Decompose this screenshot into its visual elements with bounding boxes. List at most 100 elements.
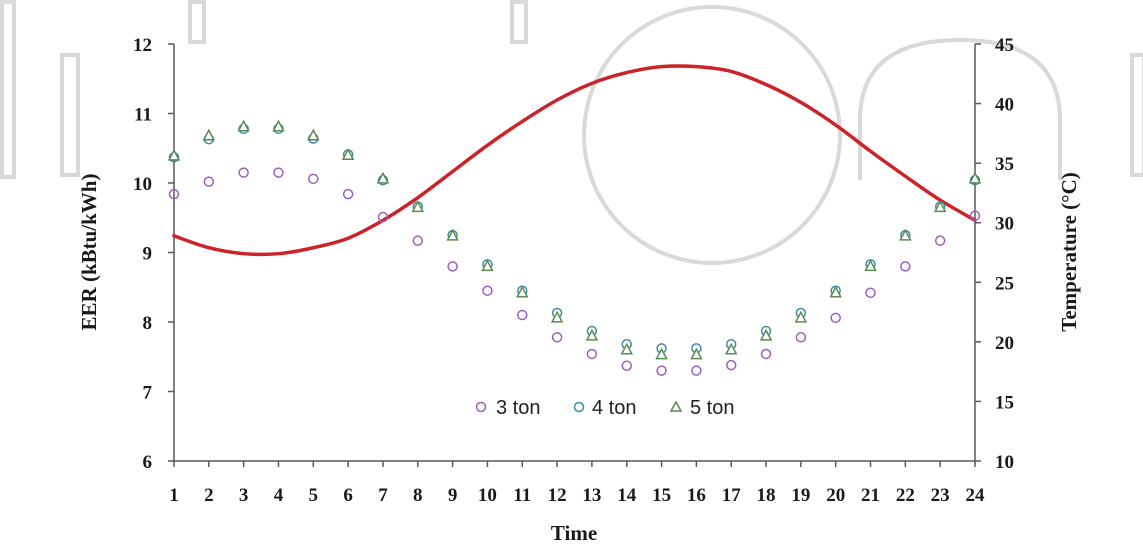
legend-marker-5-ton xyxy=(669,400,683,412)
point-5-ton xyxy=(446,228,459,241)
legend-label-4-ton: 4 ton xyxy=(592,397,636,419)
x-tick-label: 17 xyxy=(722,485,742,506)
x-tick-label: 12 xyxy=(548,485,567,506)
left-tick-label: 10 xyxy=(133,174,152,195)
left-tick-label: 6 xyxy=(143,452,153,473)
point-3-ton xyxy=(760,348,772,360)
point-5-ton xyxy=(481,259,494,272)
left-tick-label: 7 xyxy=(143,383,153,404)
point-3-ton xyxy=(934,235,946,246)
point-5-ton xyxy=(307,128,320,141)
point-3-ton xyxy=(551,332,563,343)
right-axis-ticks: 10 15 20 25 30 35 40 45 xyxy=(975,35,1014,473)
x-tick-label: 24 xyxy=(966,485,986,506)
x-tick-label: 4 xyxy=(274,485,284,506)
x-tick-label: 6 xyxy=(343,485,353,506)
point-5-ton xyxy=(341,148,355,160)
point-3-ton xyxy=(412,235,424,246)
point-3-ton xyxy=(238,167,249,178)
point-3-ton xyxy=(517,309,528,321)
legend-marker-4-ton xyxy=(573,401,585,413)
point-3-ton xyxy=(830,312,841,324)
point-3-ton xyxy=(865,287,876,299)
x-axis-title: Time xyxy=(551,521,597,545)
point-3-ton xyxy=(447,261,458,272)
point-3-ton xyxy=(656,365,667,376)
point-5-ton xyxy=(690,347,703,360)
point-5-ton xyxy=(829,285,842,298)
point-5-ton xyxy=(620,342,633,355)
x-tick-label: 22 xyxy=(896,485,915,506)
point-3-ton xyxy=(795,332,807,343)
x-tick-label: 1 xyxy=(169,485,179,506)
x-tick-label: 18 xyxy=(757,485,776,506)
x-tick-label: 23 xyxy=(931,485,950,506)
point-3-ton xyxy=(273,167,284,178)
point-5-ton xyxy=(899,228,912,241)
point-5-ton xyxy=(968,171,982,184)
point-3-ton xyxy=(586,348,598,360)
background-watermark xyxy=(0,0,1143,265)
x-tick-label: 15 xyxy=(652,485,671,506)
x-tick-label: 8 xyxy=(413,485,423,506)
right-tick-label: 30 xyxy=(995,214,1014,235)
point-3-ton xyxy=(621,360,632,372)
right-tick-label: 45 xyxy=(995,35,1014,56)
x-tick-label: 9 xyxy=(448,485,458,506)
y-axis-title: EER (kBtu/kWh) xyxy=(77,174,101,331)
point-5-ton xyxy=(272,119,285,132)
point-5-ton xyxy=(411,200,425,213)
x-tick-label: 2 xyxy=(204,485,214,506)
point-5-ton xyxy=(376,171,390,184)
legend-marker-3-ton xyxy=(475,401,487,413)
point-3-ton xyxy=(342,188,354,200)
point-5-ton xyxy=(516,285,529,298)
x-tick-label: 5 xyxy=(309,485,319,506)
right-tick-label: 20 xyxy=(995,333,1014,354)
right-tick-label: 35 xyxy=(995,154,1014,175)
point-5-ton xyxy=(167,148,181,161)
point-5-ton xyxy=(202,128,216,141)
right-tick-label: 10 xyxy=(995,452,1014,473)
x-tick-label: 7 xyxy=(378,485,388,506)
x-tick-label: 3 xyxy=(239,485,249,506)
eer-series-points xyxy=(167,119,982,376)
right-tick-label: 15 xyxy=(995,392,1014,413)
point-3-ton xyxy=(691,365,702,376)
point-3-ton xyxy=(168,188,180,200)
point-3-ton xyxy=(482,285,493,296)
point-5-ton xyxy=(759,328,773,341)
left-axis-ticks: 6 7 8 9 10 11 12 xyxy=(133,35,174,473)
x-tick-label: 16 xyxy=(687,485,706,506)
x-tick-label: 21 xyxy=(861,485,880,506)
point-3-ton xyxy=(969,210,981,221)
legend-label-5-ton: 5 ton xyxy=(690,397,734,419)
point-5-ton xyxy=(724,342,738,355)
legend-label-3-ton: 3 ton xyxy=(496,397,540,419)
point-3-ton xyxy=(900,261,911,272)
left-tick-label: 12 xyxy=(133,35,152,56)
point-3-ton xyxy=(308,173,319,185)
point-3-ton xyxy=(725,359,737,371)
point-5-ton xyxy=(237,119,250,132)
point-5-ton xyxy=(585,328,599,341)
point-5-ton xyxy=(655,347,668,360)
point-3-ton xyxy=(203,176,215,187)
left-tick-label: 8 xyxy=(143,313,153,334)
x-tick-label: 19 xyxy=(791,485,810,506)
point-5-ton xyxy=(794,310,808,323)
right-tick-label: 25 xyxy=(995,273,1014,294)
x-tick-label: 14 xyxy=(617,485,637,506)
temperature-line xyxy=(172,64,977,257)
left-tick-label: 11 xyxy=(134,105,152,126)
x-tick-label: 20 xyxy=(826,485,845,506)
point-5-ton xyxy=(550,310,564,323)
point-5-ton xyxy=(864,259,877,272)
x-axis-ticks: 1 2 3 4 5 6 7 8 9 10 11 12 13 14 15 16 17 18 19 20 21 22 23 24 xyxy=(169,461,985,506)
point-3-ton xyxy=(377,211,389,223)
point-5-ton xyxy=(933,200,947,213)
x-tick-label: 13 xyxy=(582,485,601,506)
x-tick-label: 11 xyxy=(513,485,531,506)
right-tick-label: 40 xyxy=(995,95,1014,116)
